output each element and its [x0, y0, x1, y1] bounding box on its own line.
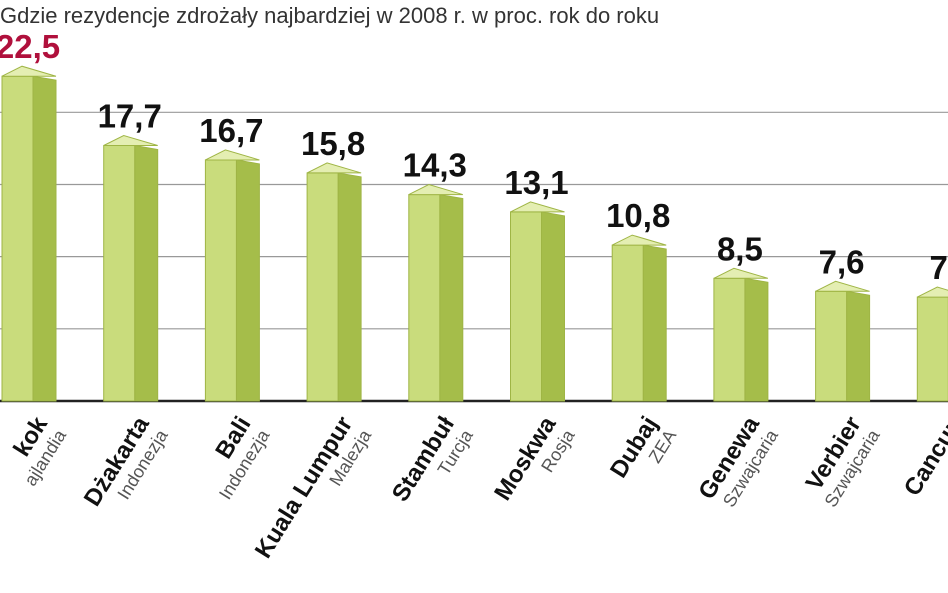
bar-front	[103, 145, 136, 402]
bar-front	[306, 172, 339, 402]
bar	[306, 162, 362, 402]
bar-front	[204, 159, 237, 402]
value-label: 8,5	[717, 230, 763, 267]
bar-side	[541, 211, 565, 402]
bar	[103, 134, 159, 402]
bar-front	[815, 290, 848, 402]
bar-front	[1, 75, 34, 402]
value-label: 7,6	[819, 243, 865, 280]
bar-top	[713, 267, 769, 279]
category-label: Cancun	[899, 412, 948, 501]
bar-top	[103, 134, 158, 147]
bar-top	[917, 286, 948, 298]
bar-top	[1, 65, 57, 77]
value-label: 17,7	[98, 98, 162, 135]
bar-top	[306, 162, 362, 174]
bar	[204, 149, 260, 402]
bar	[815, 280, 871, 402]
bar-side	[642, 244, 667, 402]
bar	[611, 234, 667, 402]
bar	[510, 201, 565, 402]
bar-side	[134, 144, 159, 402]
value-label: 13,1	[504, 164, 568, 201]
bar-front	[611, 244, 644, 402]
bar-side	[439, 193, 464, 402]
bar	[408, 184, 464, 402]
chart-title: Gdzie rezydencje zdrożały najbardziej w …	[0, 3, 660, 28]
bar-top	[815, 280, 870, 292]
bar-side	[846, 290, 871, 402]
bar-top	[510, 201, 565, 213]
bar	[713, 267, 769, 402]
bar-front	[408, 194, 441, 402]
bars	[1, 65, 948, 402]
value-label: 10,8	[606, 197, 670, 234]
bar-front	[510, 211, 542, 402]
bar	[1, 65, 57, 402]
value-label: 16,7	[199, 112, 263, 149]
value-label: 15,8	[301, 125, 365, 162]
value-label: 7,	[930, 249, 948, 286]
bar-side	[235, 159, 260, 402]
bar-side	[32, 75, 57, 402]
category-label-group: CancunMek	[899, 412, 948, 501]
value-label: 22,5	[0, 28, 60, 65]
bar-side	[337, 172, 362, 402]
bar-front	[713, 277, 746, 402]
value-label: 14,3	[403, 147, 467, 184]
bar-side	[744, 277, 769, 402]
bar-top	[611, 234, 667, 246]
bar-top	[205, 149, 260, 161]
value-labels: 22,5 17,7 16,7 15,8 14,3 13,1 10,8 8,5 7,6 7,	[0, 28, 948, 286]
bar-top	[408, 184, 463, 196]
bar	[916, 286, 948, 402]
bar-front	[916, 296, 948, 402]
